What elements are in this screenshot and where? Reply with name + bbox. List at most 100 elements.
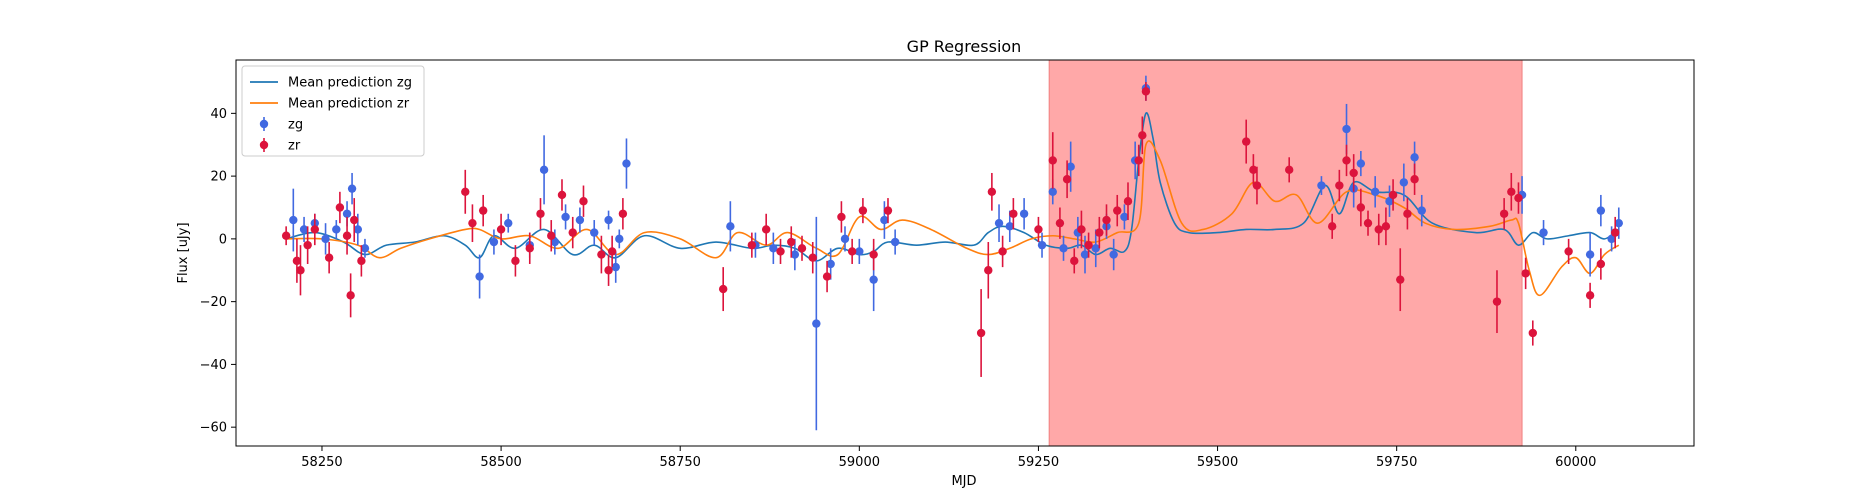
data-point [289, 215, 298, 225]
data-point [335, 203, 345, 212]
data-point [1614, 218, 1623, 228]
data-point [475, 272, 484, 281]
data-point [1335, 181, 1344, 190]
data-point [1138, 131, 1147, 140]
data-point [1585, 250, 1595, 259]
plot-area [281, 60, 1623, 446]
data-point [1492, 297, 1502, 306]
data-point [1514, 193, 1523, 203]
chart-title: GP Regression [907, 37, 1022, 56]
x-tick-label: 58500 [480, 455, 521, 470]
data-point [880, 215, 889, 225]
data-point [1037, 240, 1047, 250]
data-point [622, 159, 631, 168]
y-axis-label: Flux [uJy] [176, 222, 191, 283]
data-point [883, 206, 893, 215]
data-point [726, 222, 735, 231]
data-point [1399, 178, 1409, 187]
data-point [837, 212, 846, 222]
data-point [489, 237, 499, 247]
data-point [353, 225, 362, 234]
data-point [1370, 187, 1380, 197]
data-point [869, 250, 878, 259]
data-point [761, 225, 771, 234]
data-point [1084, 240, 1093, 250]
data-point [1005, 222, 1014, 231]
y-axis: −60 −40 −20 0 20 40 [200, 107, 236, 436]
data-point [1356, 159, 1366, 168]
data-point [840, 234, 850, 244]
data-point [1374, 225, 1383, 234]
data-point [310, 225, 320, 234]
data-point [292, 256, 302, 266]
x-axis: 58250 58500 58750 59000 59250 59500 59750 60000 [301, 446, 1596, 470]
data-point [561, 212, 570, 222]
legend: Mean prediction zg Mean prediction zr zg zr [241, 65, 425, 157]
y-tick-label: 20 [210, 170, 227, 185]
data-point [787, 237, 796, 247]
data-point [342, 209, 352, 218]
legend-marker-swatch [259, 119, 269, 129]
data-point [1102, 215, 1111, 225]
data-point [855, 247, 864, 256]
data-point [303, 240, 312, 250]
x-tick-label: 58250 [301, 455, 342, 470]
data-point [797, 244, 807, 253]
legend-marker-swatch [259, 140, 269, 150]
data-point [281, 231, 291, 240]
data-point [550, 237, 560, 247]
data-point [987, 187, 997, 197]
x-tick-label: 58750 [660, 455, 701, 470]
data-point [1607, 234, 1616, 244]
data-point [976, 328, 986, 338]
data-point [1317, 181, 1326, 190]
y-tick-label: −20 [200, 295, 227, 310]
data-point [1585, 291, 1595, 300]
data-point [357, 256, 366, 266]
data-point [1077, 225, 1086, 234]
legend-label: zg [288, 118, 303, 133]
data-point [1080, 250, 1090, 259]
data-point [597, 250, 606, 259]
shaded-region [1048, 60, 1523, 446]
legend-label: Mean prediction zr [288, 97, 410, 112]
data-point [1381, 222, 1391, 231]
data-point [299, 225, 309, 234]
data-point [826, 259, 835, 269]
data-point [557, 190, 567, 200]
data-point [1363, 218, 1373, 228]
data-point [847, 247, 857, 256]
data-point [1610, 228, 1620, 237]
data-point [1356, 203, 1366, 212]
data-point [342, 231, 352, 240]
data-point [1528, 328, 1537, 338]
legend-box [241, 65, 425, 157]
x-axis-label: MJD [951, 474, 976, 489]
data-point [1417, 206, 1426, 215]
data-point [547, 231, 556, 240]
data-point [776, 247, 785, 256]
data-point [568, 228, 577, 237]
data-point [575, 215, 585, 225]
data-point [1109, 250, 1118, 259]
data-point [858, 206, 868, 215]
data-point [1095, 228, 1104, 237]
data-point [1048, 156, 1057, 165]
data-point [504, 218, 513, 228]
data-point [604, 215, 613, 225]
data-point [808, 253, 817, 262]
plot-content [281, 60, 1623, 446]
data-point [984, 266, 993, 275]
data-point [1521, 269, 1530, 278]
x-tick-label: 59000 [839, 455, 880, 470]
x-tick-label: 59750 [1376, 455, 1417, 470]
data-point [1055, 218, 1065, 228]
data-point [1062, 175, 1072, 184]
y-tick-label: −60 [200, 421, 227, 436]
data-point [496, 225, 506, 234]
data-point [1385, 197, 1394, 206]
data-point [478, 206, 488, 215]
data-point [1242, 137, 1251, 146]
data-point [1342, 156, 1351, 165]
legend-entry: Mean prediction zr [250, 97, 410, 112]
